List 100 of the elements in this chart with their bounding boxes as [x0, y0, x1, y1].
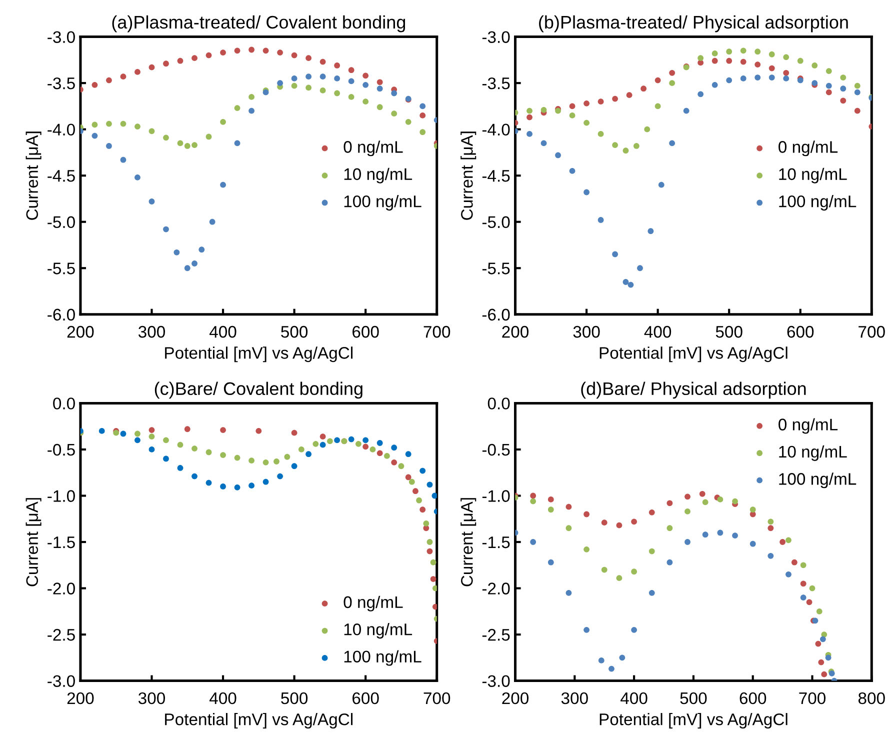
point — [320, 442, 326, 448]
point — [348, 67, 354, 74]
x-tick-label: 400 — [209, 692, 236, 704]
point — [783, 75, 790, 82]
point — [800, 580, 806, 587]
point — [134, 430, 140, 437]
point — [398, 463, 404, 470]
point — [148, 446, 155, 452]
point — [206, 449, 212, 456]
point — [177, 140, 184, 146]
point — [184, 265, 190, 272]
x-tick-label: 500 — [281, 326, 308, 338]
point — [666, 525, 673, 532]
point — [800, 562, 806, 568]
legend-label: 0 ng/mL — [778, 418, 838, 434]
point — [120, 74, 126, 80]
point — [566, 525, 572, 532]
point — [797, 58, 804, 64]
point — [540, 140, 547, 146]
point — [608, 666, 614, 672]
point — [840, 86, 846, 92]
point — [654, 103, 661, 110]
x-axis-title: Potential [mV] vs Ag/AgCl — [600, 346, 788, 362]
point — [234, 140, 240, 146]
point — [712, 58, 718, 64]
point — [262, 478, 269, 485]
point — [426, 548, 433, 554]
point — [248, 458, 254, 464]
point — [348, 78, 354, 84]
x-tick-label: 700 — [799, 692, 826, 704]
point — [192, 55, 198, 62]
point — [648, 548, 655, 554]
point — [631, 518, 637, 525]
point — [566, 590, 572, 596]
point — [163, 60, 169, 67]
legend-label: 10 ng/mL — [779, 168, 847, 184]
point — [416, 497, 422, 504]
x-tick-label: 700 — [858, 326, 885, 338]
point — [192, 142, 198, 148]
point — [432, 585, 437, 592]
y-tick-label: -2.5 — [48, 628, 75, 641]
point — [220, 50, 226, 56]
point — [726, 58, 732, 64]
point — [376, 86, 383, 92]
point — [631, 568, 637, 575]
point — [420, 129, 426, 136]
point — [622, 148, 629, 154]
point — [408, 478, 415, 485]
point — [826, 68, 832, 74]
point — [370, 446, 376, 452]
point — [106, 120, 112, 127]
point — [148, 128, 155, 134]
point — [717, 496, 724, 502]
point — [815, 640, 822, 647]
point — [362, 82, 369, 88]
point — [184, 143, 190, 149]
point — [234, 48, 240, 54]
point — [430, 576, 436, 582]
point — [584, 120, 590, 126]
point — [430, 559, 436, 566]
point — [750, 540, 756, 547]
point — [220, 484, 226, 490]
point — [768, 74, 775, 80]
point — [148, 427, 155, 433]
point — [320, 58, 326, 65]
point — [148, 198, 155, 204]
point — [584, 546, 590, 552]
point — [786, 571, 792, 578]
chart-title: (d)Bare/ Physical adsorption — [581, 382, 806, 399]
point — [768, 65, 775, 72]
point — [291, 52, 298, 58]
point — [800, 594, 806, 600]
point — [598, 217, 604, 223]
point — [826, 82, 832, 89]
point — [698, 55, 704, 62]
point — [666, 500, 673, 506]
point — [362, 72, 369, 79]
x-tick-label: 300 — [561, 692, 588, 704]
point — [628, 282, 634, 288]
x-tick-label: 700 — [424, 692, 450, 704]
y-tick-label: 0.0 — [53, 398, 75, 410]
point — [426, 539, 433, 545]
point — [234, 484, 240, 490]
point — [277, 50, 283, 56]
chart-title: (b)Plasma-treated/ Physical adsorption — [539, 15, 848, 32]
point — [809, 585, 816, 592]
legend-label: 10 ng/mL — [344, 168, 412, 184]
point — [177, 58, 184, 64]
x-axis-title: Potential [mV] vs Ag/AgCl — [600, 713, 788, 729]
x-tick-label: 600 — [352, 326, 379, 338]
point — [684, 508, 690, 514]
point — [854, 89, 860, 96]
point — [820, 636, 826, 642]
point — [821, 671, 828, 678]
x-tick-label: 200 — [67, 326, 94, 338]
point — [420, 112, 426, 118]
point — [134, 69, 140, 75]
y-tick-label: -3.0 — [48, 31, 75, 44]
point — [148, 64, 155, 70]
x-tick-label: 800 — [858, 692, 885, 704]
